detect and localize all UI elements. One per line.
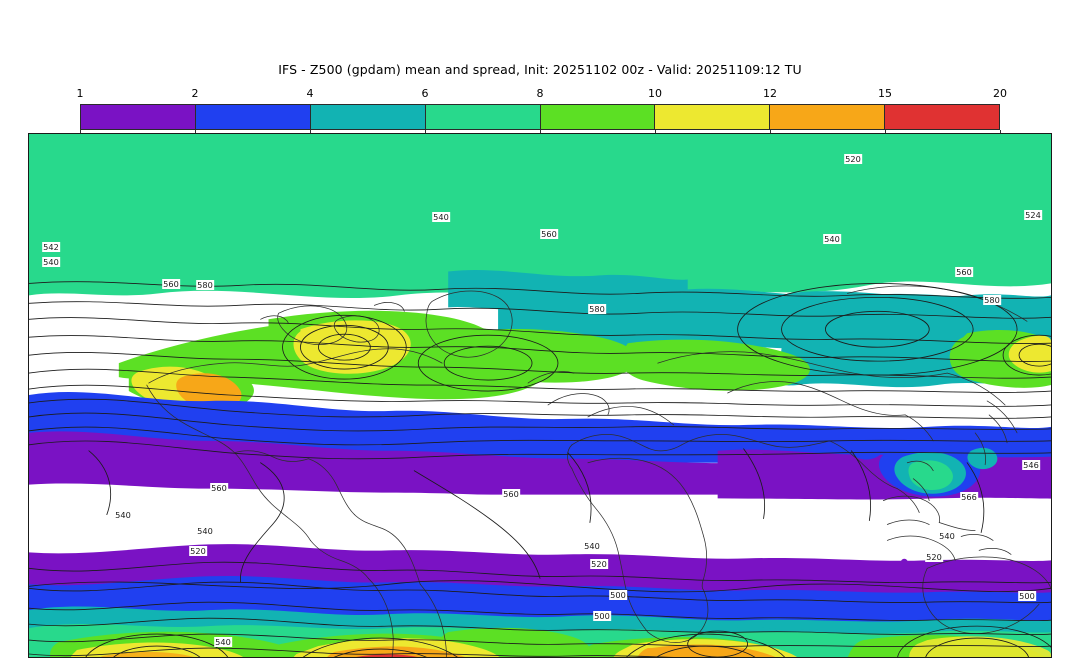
colorbar-segment-1-2 — [81, 105, 196, 129]
contour-label: 542 — [42, 241, 60, 252]
contour-label: 580 — [196, 279, 214, 290]
colorbar-tick-marks — [80, 130, 1001, 134]
colorbar-tickmark-20 — [1000, 130, 1001, 133]
colorbar: 1 2 4 6 8 10 12 15 20 — [77, 87, 1007, 133]
colorbar-segment-2-4 — [195, 105, 311, 129]
contour-label: 500 — [593, 610, 611, 621]
contour-label: 560 — [540, 228, 558, 239]
colorbar-tick-1: 1 — [76, 87, 84, 100]
page-title: IFS - Z500 (gpdam) mean and spread, Init… — [278, 62, 802, 77]
colorbar-tickmark-10 — [655, 130, 656, 133]
colorbar-tick-4: 4 — [306, 87, 314, 100]
colorbar-segment-6-8 — [425, 105, 541, 129]
colorbar-tickmark-15 — [885, 130, 886, 133]
colorbar-segment-4-6 — [310, 105, 426, 129]
contour-label: 580 — [588, 303, 606, 314]
contour-label: 520 — [590, 558, 608, 569]
contour-label: 500 — [609, 589, 627, 600]
contour-label: 560 — [955, 266, 973, 277]
colorbar-segment-8-10 — [540, 105, 656, 129]
colorbar-segments — [80, 104, 1000, 130]
contour-label: 520 — [844, 153, 862, 164]
contour-label: 520 — [925, 551, 943, 562]
contour-label: 546 — [1022, 459, 1040, 470]
contour-label: 540 — [938, 530, 956, 541]
contour-label: 540 — [823, 233, 841, 244]
contour-label: 566 — [960, 491, 978, 502]
map-panel[interactable]: 540 560 520 524 540 560 580 542 540 560 580 580 560 5… — [28, 133, 1052, 658]
colorbar-segment-15-20 — [885, 105, 999, 129]
contour-label: 500 — [1018, 590, 1036, 601]
colorbar-tick-6: 6 — [421, 87, 429, 100]
contour-label: 580 — [983, 294, 1001, 305]
contour-label: 540 — [583, 540, 601, 551]
colorbar-tickmark-1 — [80, 130, 81, 133]
contour-label: 540 — [214, 636, 232, 647]
contour-label: 540 — [432, 211, 450, 222]
contour-label: 540 — [196, 525, 214, 536]
colorbar-tick-labels: 1 2 4 6 8 10 12 15 20 — [76, 87, 1008, 102]
colorbar-tick-2: 2 — [191, 87, 199, 100]
map-canvas — [29, 134, 1051, 657]
colorbar-segment-10-12 — [655, 105, 771, 129]
colorbar-tick-12: 12 — [763, 87, 777, 100]
colorbar-segment-12-15 — [770, 105, 886, 129]
colorbar-tickmark-2 — [195, 130, 196, 133]
colorbar-tickmark-6 — [425, 130, 426, 133]
contour-label: 540 — [114, 509, 132, 520]
colorbar-tick-10: 10 — [648, 87, 662, 100]
colorbar-tick-15: 15 — [878, 87, 892, 100]
colorbar-tickmark-12 — [770, 130, 771, 133]
colorbar-tickmark-4 — [310, 130, 311, 133]
contour-label: 524 — [1024, 209, 1042, 220]
contour-label: 540 — [42, 256, 60, 267]
contour-label: 560 — [162, 278, 180, 289]
contour-label: 560 — [502, 488, 520, 499]
contour-label: 520 — [189, 545, 207, 556]
colorbar-tick-8: 8 — [536, 87, 544, 100]
colorbar-tick-20: 20 — [993, 87, 1007, 100]
colorbar-tickmark-8 — [540, 130, 541, 133]
contour-label: 560 — [210, 482, 228, 493]
